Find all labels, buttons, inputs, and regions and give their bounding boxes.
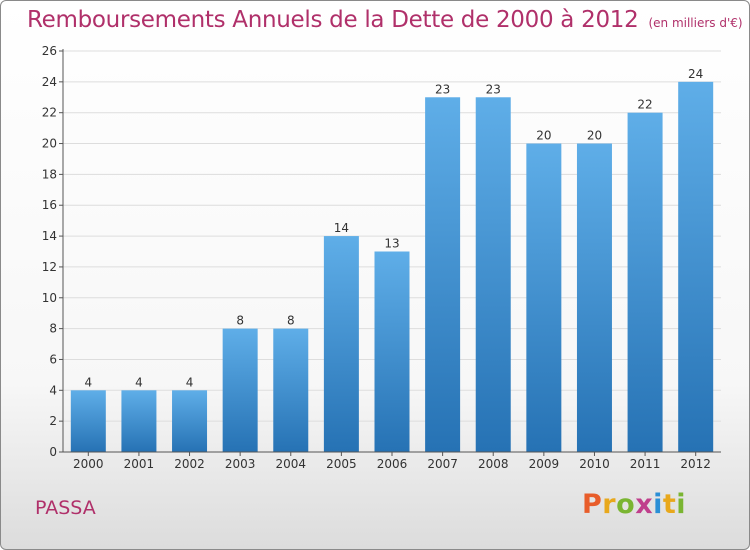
bar-2003: [222, 328, 258, 452]
x-tick-label-2002: 2002: [174, 457, 205, 471]
data-label-2012: 24: [688, 67, 703, 81]
logo-letter: r: [602, 489, 617, 520]
chart-title-text: Remboursements Annuels de la Dette de 20…: [27, 7, 639, 33]
bar-2002: [172, 390, 208, 452]
logo-letter: P: [582, 489, 603, 520]
bar-2004: [273, 328, 309, 452]
x-tick-label-2011: 2011: [630, 457, 661, 471]
bar-2009: [526, 143, 562, 453]
logo-letter: i: [653, 489, 663, 520]
data-label-2000: 4: [84, 375, 92, 389]
y-tick-label: 26: [42, 44, 57, 58]
y-tick-label: 2: [49, 414, 57, 428]
y-tick-label: 0: [49, 445, 57, 459]
data-label-2007: 23: [435, 82, 450, 96]
data-label-2009: 20: [536, 129, 551, 143]
y-tick-label: 10: [42, 291, 57, 305]
logo-letter: x: [635, 489, 654, 520]
bar-2012: [678, 81, 714, 452]
y-tick-label: 18: [42, 167, 57, 181]
data-label-2005: 14: [334, 221, 349, 235]
proxiti-logo: Proxiti: [582, 489, 686, 520]
bar-2010: [576, 143, 612, 453]
bar-2008: [475, 97, 511, 453]
data-label-2010: 20: [587, 129, 602, 143]
x-tick-label-2007: 2007: [427, 457, 458, 471]
x-tick-label-2006: 2006: [377, 457, 408, 471]
bar-2007: [425, 97, 461, 453]
logo-letter: t: [662, 489, 677, 520]
x-tick-label-2010: 2010: [579, 457, 610, 471]
y-tick-label: 4: [49, 383, 57, 397]
y-tick-label: 6: [49, 352, 57, 366]
data-label-2004: 8: [287, 314, 295, 328]
x-tick-label-2004: 2004: [275, 457, 306, 471]
bar-2005: [323, 236, 359, 452]
x-tick-label-2001: 2001: [124, 457, 155, 471]
commune-name: PASSA: [35, 497, 96, 519]
x-tick-label-2012: 2012: [680, 457, 711, 471]
y-tick-label: 24: [42, 75, 57, 89]
chart-subtitle: (en milliers d'€): [648, 16, 743, 30]
y-tick-label: 8: [49, 322, 57, 336]
data-label-2006: 13: [384, 237, 399, 251]
bar-2011: [627, 112, 663, 452]
x-tick-label-2009: 2009: [529, 457, 560, 471]
y-tick-label: 14: [42, 229, 57, 243]
y-tick-label: 12: [42, 260, 57, 274]
bar-2006: [374, 251, 410, 452]
x-tick-label-2003: 2003: [225, 457, 256, 471]
x-tick-label-2005: 2005: [326, 457, 357, 471]
logo-letter: o: [616, 489, 636, 520]
x-tick-label-2000: 2000: [73, 457, 104, 471]
bar-2000: [70, 390, 106, 452]
data-label-2011: 22: [637, 98, 652, 112]
bars: 4 4 4 8 8 14 13 23 23 20 20 22 24: [70, 67, 714, 453]
data-label-2003: 8: [236, 314, 244, 328]
y-tick-label: 16: [42, 198, 57, 212]
logo-letter: i: [676, 489, 687, 520]
data-label-2001: 4: [135, 375, 143, 389]
data-label-2002: 4: [186, 375, 194, 389]
y-tick-label: 22: [42, 106, 57, 120]
data-label-2008: 23: [486, 82, 501, 96]
bar-2001: [121, 390, 157, 452]
chart-title: Remboursements Annuels de la Dette de 20…: [27, 7, 743, 33]
x-tick-label-2008: 2008: [478, 457, 509, 471]
y-tick-label: 20: [42, 137, 57, 151]
